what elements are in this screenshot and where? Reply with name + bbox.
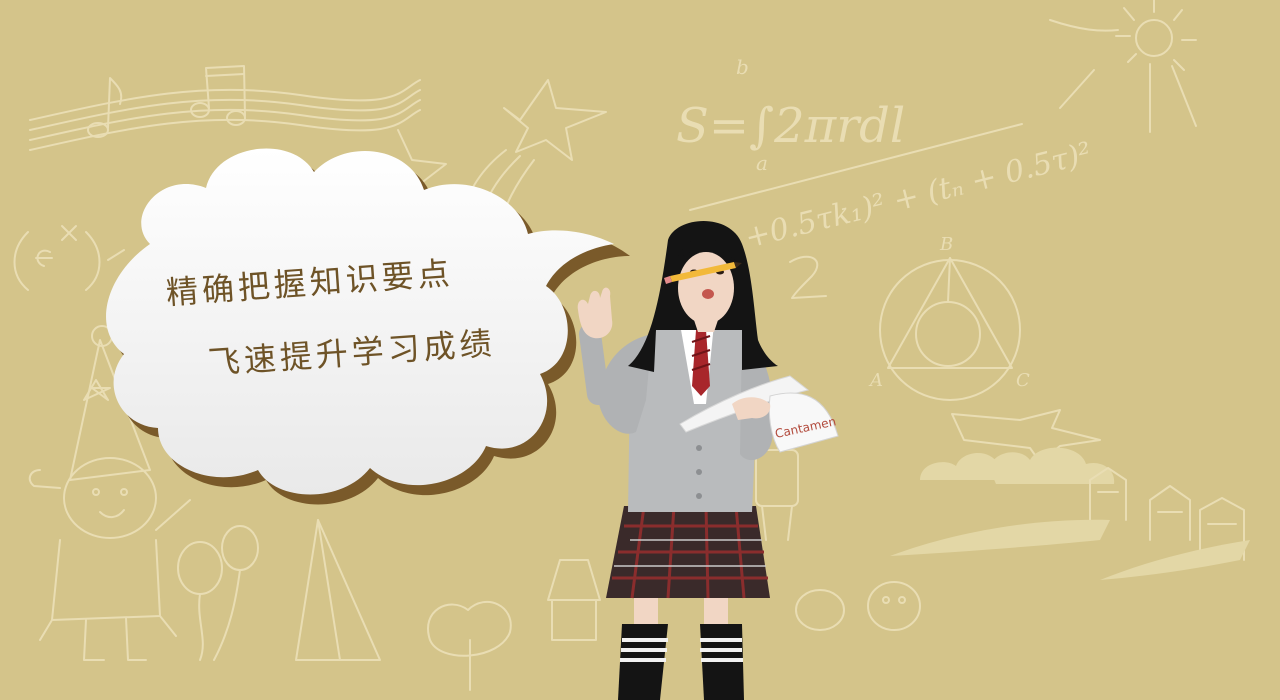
airplane-icon	[951, 409, 1101, 463]
formula-upper-limit: b	[736, 55, 749, 79]
formula-area-text: S=∫2πrdl	[676, 98, 905, 154]
vertex-a-label: A	[868, 370, 883, 391]
formula-lower-limit: a	[756, 151, 768, 175]
tree-drawing-icon	[295, 519, 601, 691]
vertex-b-label: B	[939, 234, 953, 255]
speech-bubble	[106, 148, 630, 505]
plaid-skirt	[606, 505, 770, 599]
music-notes-icon	[29, 65, 421, 151]
girl-neck	[694, 320, 718, 332]
exp-formula	[13, 225, 125, 291]
triangle-circle-icon: B A C	[868, 234, 1030, 401]
clouds-icon	[920, 447, 1115, 484]
sun-icon	[1049, 0, 1197, 133]
integral-formula: S=∫2πrdl b a	[676, 55, 905, 175]
vertex-c-label: C	[1016, 370, 1030, 391]
girl-legs	[618, 594, 744, 700]
open-book: Cantamen	[679, 375, 839, 453]
speech-bubble-body	[106, 148, 615, 495]
robot-drawing-icon	[755, 449, 921, 631]
pencil-icon	[664, 262, 742, 284]
building-icon	[1089, 467, 1245, 561]
balloon-icon	[177, 525, 259, 661]
student-girl: Cantamen	[577, 221, 839, 700]
plane-trail	[890, 519, 1250, 580]
